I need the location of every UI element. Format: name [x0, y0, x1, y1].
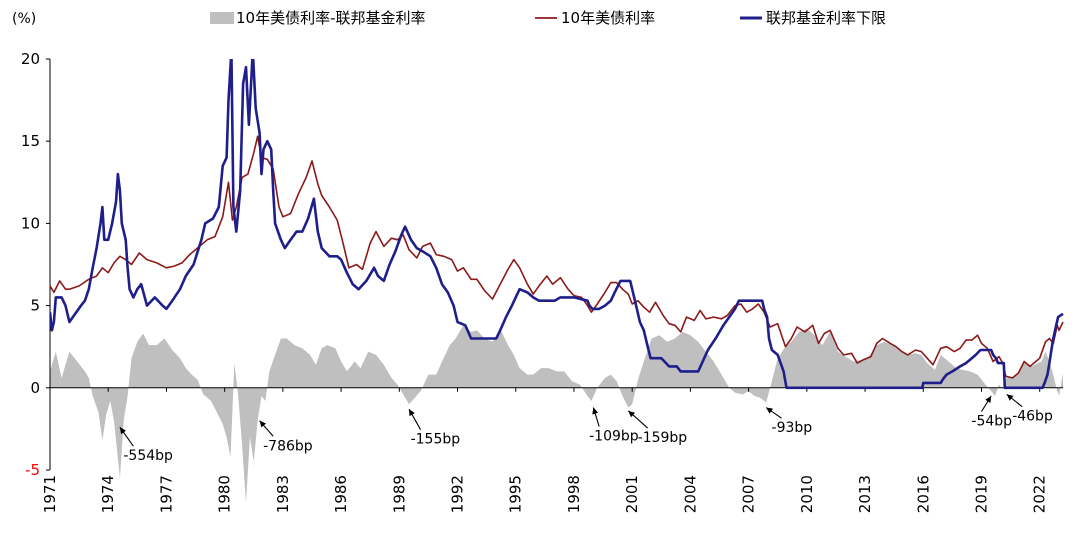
- annotation-label: -159bp: [638, 430, 688, 446]
- x-tick-label: 1977: [157, 475, 175, 513]
- x-tick-label: 1998: [565, 475, 583, 513]
- x-tick-label: 1983: [274, 475, 292, 513]
- x-tick-label: 1995: [507, 475, 525, 513]
- annotation-arrow-head: [259, 420, 267, 428]
- y-tick-label: 0: [30, 379, 40, 397]
- x-tick-label: 2001: [623, 475, 641, 513]
- x-tick-label: 2016: [914, 475, 932, 513]
- series-10y-treasury-line: [50, 135, 1064, 379]
- x-tick-label: 2004: [681, 475, 699, 513]
- y-tick-label: 10: [21, 214, 40, 232]
- legend-label: 10年美债利率-联邦基金利率: [236, 9, 426, 27]
- annotation-arrow-head: [985, 396, 992, 403]
- x-tick-label: 2007: [740, 475, 758, 513]
- x-tick-label: 2022: [1031, 475, 1049, 513]
- y-tick-label: 20: [21, 50, 40, 68]
- plot-area: -5 0 5 10 15 20 1971 1974 1977 1980 1983 1986 1989 19…: [21, 50, 1064, 513]
- annotation-label: -93bp: [772, 420, 813, 436]
- annotation-label: -54bp: [971, 414, 1012, 430]
- x-tick-label: 1992: [449, 475, 467, 513]
- series-fed-funds-lower-line: [50, 59, 1064, 390]
- annotation-arrow-head: [409, 409, 415, 417]
- y-axis-unit: (%): [12, 11, 36, 27]
- legend-swatch-spread: [210, 12, 234, 24]
- x-tick-label: 1980: [216, 475, 234, 513]
- annotation-label: -554bp: [123, 448, 173, 464]
- x-tick-label: 2010: [798, 475, 816, 513]
- y-tick-label: 15: [21, 132, 40, 150]
- legend-label: 10年美债利率: [561, 9, 655, 27]
- x-tick-label: 1974: [99, 475, 117, 513]
- x-tick-label: 2013: [856, 475, 874, 513]
- series-spread-area: [50, 325, 1063, 503]
- legend-label: 联邦基金利率下限: [766, 9, 886, 27]
- legend: 10年美债利率-联邦基金利率 10年美债利率 联邦基金利率下限: [210, 9, 886, 27]
- x-tick-label: 1989: [390, 475, 408, 513]
- x-tick-label: 2019: [972, 475, 990, 513]
- x-tick-label: 1986: [332, 475, 350, 513]
- annotation-arrow-head: [592, 407, 599, 415]
- annotation-label: -46bp: [1012, 409, 1053, 425]
- annotation-arrow-head: [1006, 394, 1014, 401]
- annotation-label: -786bp: [263, 438, 313, 454]
- annotation-arrow-head: [119, 427, 127, 435]
- y-tick-label: -5: [25, 461, 40, 479]
- annotation-label: -109bp: [589, 428, 639, 444]
- x-tick-label: 1971: [41, 475, 59, 513]
- annotation-arrow-head: [766, 407, 774, 414]
- annotation-label: -155bp: [411, 432, 461, 448]
- y-tick-label: 5: [30, 297, 40, 315]
- annotation-arrow-head: [628, 410, 636, 418]
